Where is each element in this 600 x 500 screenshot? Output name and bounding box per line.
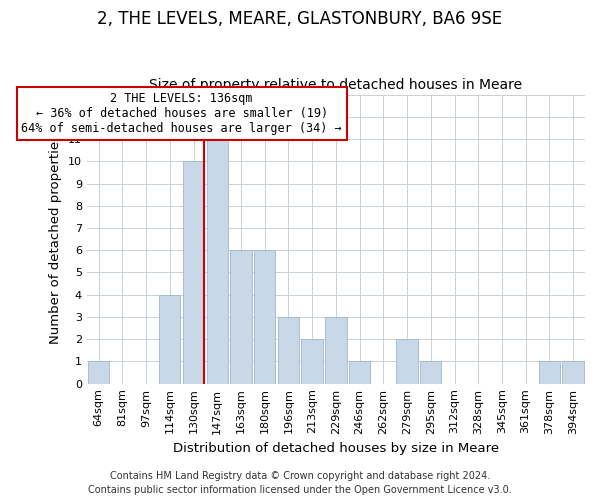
Y-axis label: Number of detached properties: Number of detached properties — [49, 134, 62, 344]
Bar — [254, 250, 275, 384]
Title: Size of property relative to detached houses in Meare: Size of property relative to detached ho… — [149, 78, 523, 92]
Bar — [539, 362, 560, 384]
Text: 2 THE LEVELS: 136sqm
← 36% of detached houses are smaller (19)
64% of semi-detac: 2 THE LEVELS: 136sqm ← 36% of detached h… — [22, 92, 342, 135]
Text: 2, THE LEVELS, MEARE, GLASTONBURY, BA6 9SE: 2, THE LEVELS, MEARE, GLASTONBURY, BA6 9… — [97, 10, 503, 28]
Bar — [562, 362, 584, 384]
Bar — [230, 250, 251, 384]
Bar — [325, 317, 347, 384]
X-axis label: Distribution of detached houses by size in Meare: Distribution of detached houses by size … — [173, 442, 499, 455]
Bar — [88, 362, 109, 384]
Bar — [301, 339, 323, 384]
Bar — [349, 362, 370, 384]
Bar — [206, 139, 228, 384]
Text: Contains HM Land Registry data © Crown copyright and database right 2024.
Contai: Contains HM Land Registry data © Crown c… — [88, 471, 512, 495]
Bar — [397, 339, 418, 384]
Bar — [420, 362, 442, 384]
Bar — [159, 294, 181, 384]
Bar — [183, 162, 204, 384]
Bar — [278, 317, 299, 384]
